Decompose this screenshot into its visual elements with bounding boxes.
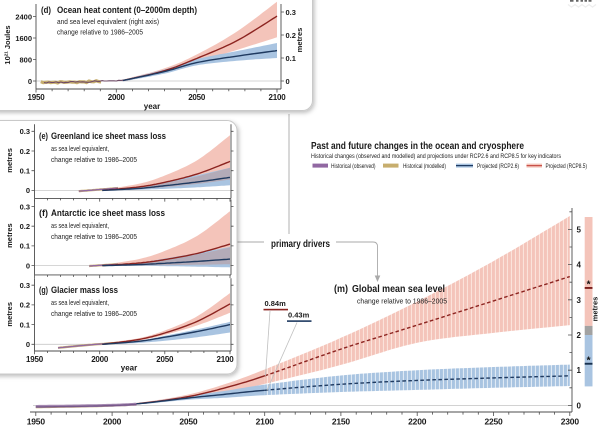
svg-text:Historical changes (observed a: Historical changes (observed and modelle… — [311, 153, 561, 160]
svg-text:2300: 2300 — [561, 417, 580, 427]
svg-text:1600: 1600 — [15, 34, 32, 43]
svg-text:*: * — [587, 355, 591, 366]
svg-text:0.2: 0.2 — [20, 222, 30, 231]
svg-text:0.3: 0.3 — [20, 202, 30, 211]
svg-text:1021 Joules: 1021 Joules — [3, 25, 12, 64]
svg-text:4: 4 — [577, 261, 582, 270]
svg-text:change relative to 1986–2005: change relative to 1986–2005 — [57, 28, 143, 37]
svg-text:0.2: 0.2 — [286, 31, 296, 40]
svg-text:(m): (m) — [334, 284, 348, 295]
svg-text:(e): (e) — [39, 131, 48, 142]
svg-text:2050: 2050 — [179, 417, 198, 427]
svg-text:change relative to 1986–2005: change relative to 1986–2005 — [51, 232, 137, 241]
svg-text:0: 0 — [26, 261, 30, 270]
svg-text:year: year — [121, 364, 137, 373]
svg-text:2000: 2000 — [103, 417, 122, 427]
svg-text:Antarctic ice sheet mass loss: Antarctic ice sheet mass loss — [51, 208, 165, 219]
svg-text:0.84m: 0.84m — [265, 299, 287, 308]
svg-text:0.2: 0.2 — [20, 301, 30, 310]
svg-text:2000: 2000 — [91, 355, 109, 364]
svg-text:metres: metres — [5, 223, 14, 248]
svg-text:Greenland ice sheet mass loss: Greenland ice sheet mass loss — [51, 131, 166, 142]
svg-text:Glacier mass loss: Glacier mass loss — [51, 285, 118, 296]
svg-text:0.3: 0.3 — [286, 8, 296, 17]
svg-text:2100: 2100 — [217, 355, 235, 364]
svg-text:0: 0 — [286, 77, 290, 86]
svg-text:5: 5 — [577, 225, 582, 234]
svg-text:Past and future changes in the: Past and future changes in the ocean and… — [311, 140, 524, 152]
svg-text:*: * — [587, 280, 591, 291]
svg-text:year: year — [144, 102, 160, 111]
svg-text:1: 1 — [577, 366, 582, 375]
svg-text:change relative to 1986–2005: change relative to 1986–2005 — [51, 309, 137, 318]
svg-text:(d): (d) — [41, 5, 51, 16]
svg-text:Historical (observed): Historical (observed) — [331, 163, 376, 170]
svg-text:2: 2 — [577, 331, 582, 340]
svg-text:2250: 2250 — [484, 417, 503, 427]
svg-text:0: 0 — [26, 340, 30, 349]
svg-text:0.1: 0.1 — [20, 167, 30, 176]
svg-text:2000: 2000 — [108, 93, 126, 102]
svg-text:and sea level equivalent (righ: and sea level equivalent (right axis) — [57, 17, 159, 26]
svg-text:0.3: 0.3 — [20, 127, 30, 136]
svg-text:(f): (f) — [39, 208, 48, 219]
svg-text:Ocean heat content (0–2000m de: Ocean heat content (0–2000m depth) — [57, 5, 197, 16]
svg-text:0: 0 — [28, 77, 32, 86]
svg-text:0.3: 0.3 — [20, 281, 30, 290]
svg-text:0: 0 — [577, 401, 582, 410]
svg-text:Historical (modelled): Historical (modelled) — [403, 163, 446, 170]
svg-text:0.1: 0.1 — [20, 320, 30, 329]
svg-text:2400: 2400 — [15, 12, 32, 21]
svg-text:change relative to 1986–2005: change relative to 1986–2005 — [357, 297, 447, 306]
svg-text:2200: 2200 — [408, 417, 427, 427]
svg-text:800: 800 — [19, 55, 32, 64]
svg-text:0.2: 0.2 — [20, 147, 30, 156]
svg-text:1950: 1950 — [26, 355, 44, 364]
svg-text:0.1: 0.1 — [286, 54, 296, 63]
svg-text:change relative to 1986–2005: change relative to 1986–2005 — [51, 155, 137, 164]
svg-text:3: 3 — [577, 296, 582, 305]
svg-text:2050: 2050 — [156, 355, 174, 364]
svg-text:as sea level equivalent,: as sea level equivalent, — [51, 221, 109, 230]
svg-text:0.1: 0.1 — [20, 242, 30, 251]
svg-text:Projected (RCP2.6): Projected (RCP2.6) — [477, 163, 519, 170]
svg-text:Global mean sea level: Global mean sea level — [352, 284, 445, 295]
svg-text:1950: 1950 — [27, 417, 46, 427]
svg-text:0.43m: 0.43m — [288, 311, 310, 320]
svg-text:primary drivers: primary drivers — [271, 239, 330, 250]
svg-text:(g): (g) — [39, 285, 48, 296]
svg-text:metres: metres — [295, 28, 304, 53]
svg-text:metres: metres — [5, 302, 14, 327]
svg-text:0: 0 — [26, 186, 30, 195]
svg-text:Projected (RCP8.5): Projected (RCP8.5) — [546, 163, 588, 170]
svg-text:1950: 1950 — [28, 93, 46, 102]
svg-text:2050: 2050 — [188, 93, 206, 102]
svg-text:2150: 2150 — [332, 417, 351, 427]
svg-text:as sea level equivalent,: as sea level equivalent, — [51, 144, 109, 153]
svg-text:metres: metres — [591, 297, 600, 322]
svg-text:as sea level equivalent,: as sea level equivalent, — [51, 298, 109, 307]
svg-text:metres: metres — [5, 148, 14, 173]
svg-text:2100: 2100 — [256, 417, 275, 427]
svg-text:2100: 2100 — [269, 93, 287, 102]
